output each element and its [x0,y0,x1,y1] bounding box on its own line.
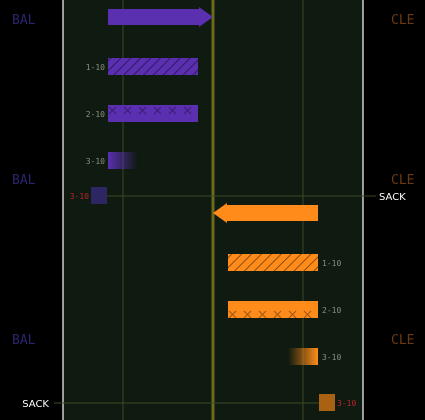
down-label: 3-10 [86,157,105,166]
team-label-right: CLE [391,173,415,188]
bal-play-bar [108,152,138,169]
bal-play-bar [108,58,198,75]
team-label-left: BAL [12,13,36,28]
team-label-right: CLE [391,13,415,28]
down-label: 1-10 [86,63,105,72]
down-label: 2-10 [86,110,105,119]
cle-play-bar [228,301,318,318]
cle-play-bar [228,254,318,271]
sack-down-label: 3-10 [70,192,89,201]
cle-play-bar [288,348,318,365]
sack-marker [319,394,335,411]
sack-down-label: 3-10 [337,399,356,408]
bal-drive-arrow [108,7,213,27]
down-label: 3-10 [322,353,341,362]
down-label: 2-10 [322,306,341,315]
team-label-right: CLE [391,333,415,348]
cle-drive-arrow [213,203,318,223]
down-label: 1-10 [322,259,341,268]
team-label-left: BAL [12,333,36,348]
team-label-left: BAL [12,173,36,188]
sack-marker [91,187,107,204]
sack-label: SACK [379,192,406,203]
bal-play-bar [108,105,198,122]
sack-label: SACK [22,399,49,410]
